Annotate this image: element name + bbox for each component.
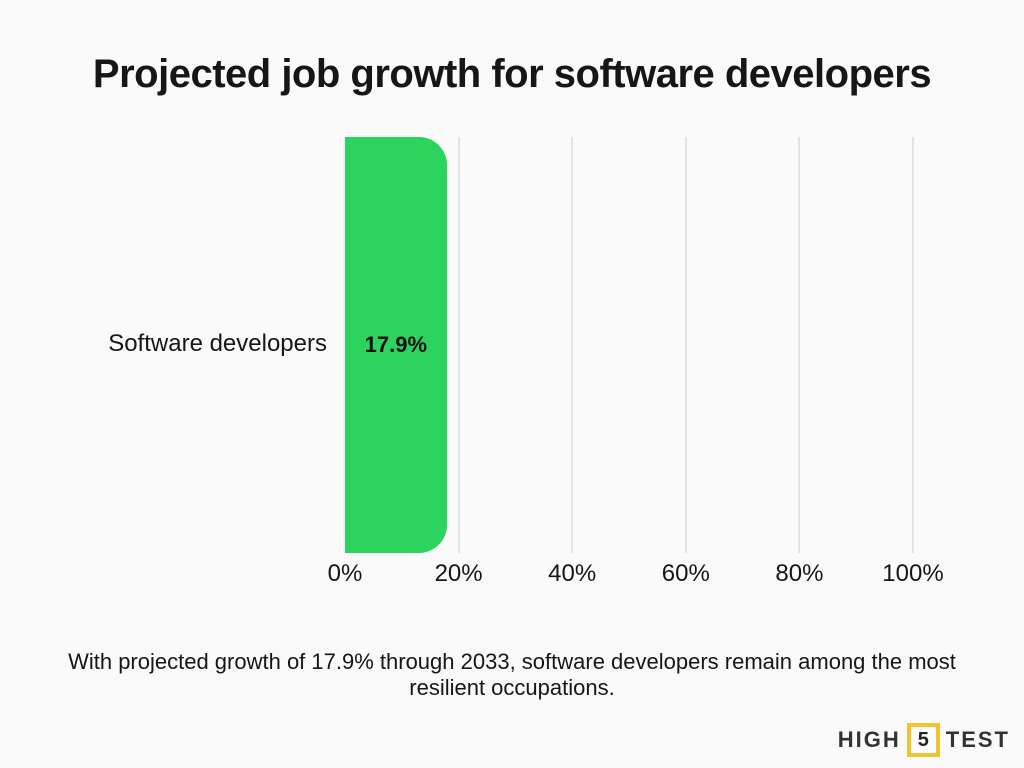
x-tick-label-60: 60% — [661, 560, 710, 587]
chart-title: Projected job growth for software develo… — [92, 52, 932, 96]
gridline-60 — [684, 137, 687, 553]
high5test-logo: HIGH 5 TEST — [838, 723, 1010, 757]
logo-word-test: TEST — [945, 727, 1010, 752]
x-tick-label-20: 20% — [434, 560, 483, 587]
bar-value-label: 17.9% — [364, 332, 428, 357]
gridline-40 — [571, 137, 574, 553]
logo-word-high: HIGH — [837, 727, 901, 752]
gridline-80 — [798, 137, 801, 553]
x-tick-label-80: 80% — [775, 560, 824, 587]
x-tick-label-40: 40% — [548, 560, 597, 587]
logo-number-box: 5 — [906, 723, 940, 757]
plot-area: 17.9% — [345, 137, 914, 553]
bar-software-developers: 17.9% — [345, 137, 447, 553]
logo-number: 5 — [917, 728, 929, 751]
x-axis: 0% 20% 40% 60% 80% 100% — [328, 560, 944, 590]
x-tick-label-0: 0% — [327, 560, 363, 587]
gridline-20 — [457, 137, 460, 553]
caption-text: With projected growth of 17.9% through 2… — [68, 649, 956, 700]
gridline-100 — [912, 137, 914, 553]
category-label-software-developers: Software developers — [108, 330, 327, 357]
x-tick-label-100: 100% — [882, 560, 944, 587]
